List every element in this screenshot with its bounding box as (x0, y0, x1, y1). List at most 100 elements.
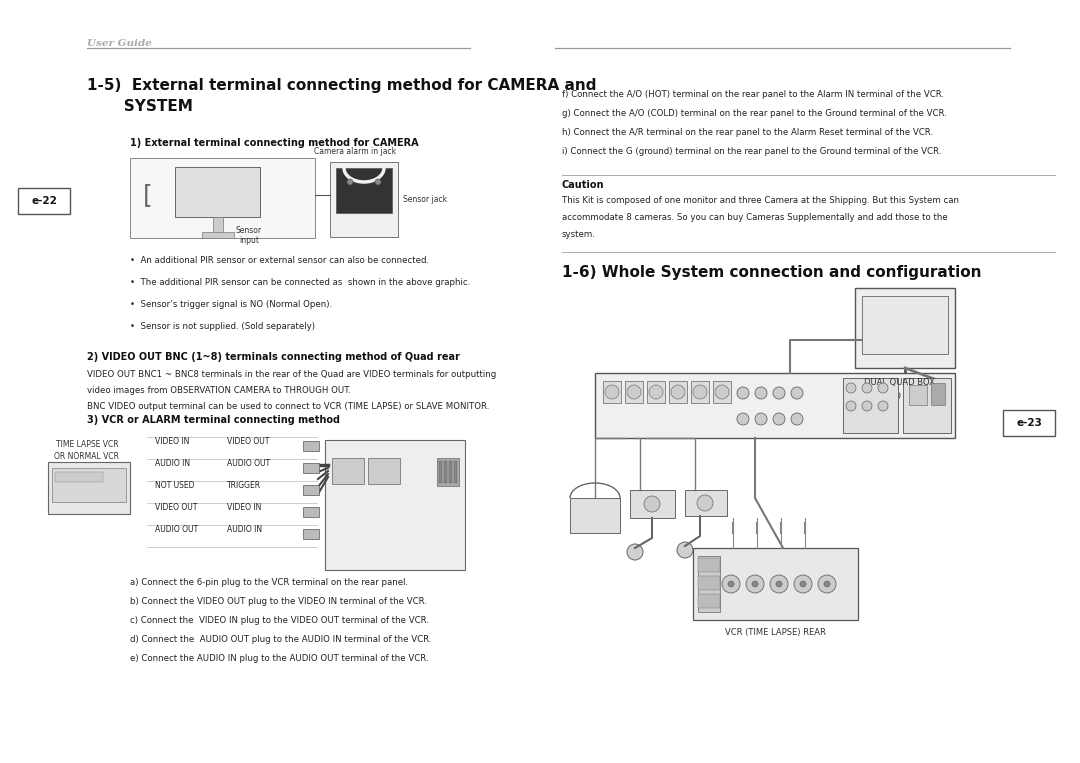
Bar (437, 458, 459, 486)
Bar (18, 188, 70, 214)
Circle shape (677, 542, 693, 558)
Circle shape (410, 461, 430, 481)
Bar (175, 167, 260, 217)
Circle shape (723, 575, 740, 593)
Text: accommodate 8 cameras. So you can buy Cameras Supplementally and add those to th: accommodate 8 cameras. So you can buy Ca… (562, 213, 948, 222)
Text: h) Connect the A/R terminal on the rear panel to the Alarm Reset terminal of the: h) Connect the A/R terminal on the rear … (562, 128, 933, 137)
Circle shape (649, 385, 663, 399)
Bar (325, 440, 465, 570)
Circle shape (211, 185, 225, 199)
Bar (909, 385, 927, 405)
Bar (48, 462, 130, 514)
Text: VIDEO OUT: VIDEO OUT (156, 503, 198, 512)
Circle shape (862, 383, 872, 393)
Bar (52, 468, 126, 502)
Bar (438, 461, 442, 483)
Text: •  The additional PIR sensor can be connected as  shown in the above graphic.: • The additional PIR sensor can be conne… (130, 278, 470, 287)
Bar (202, 232, 234, 238)
Bar (595, 373, 955, 438)
Bar (903, 378, 951, 433)
Text: BNC VIDEO output terminal can be used to connect to VCR (TIME LAPSE) or SLAVE MO: BNC VIDEO output terminal can be used to… (87, 402, 489, 411)
Bar (444, 461, 447, 483)
Text: TRIGGER: TRIGGER (227, 481, 261, 490)
Text: •  Sensor’s trigger signal is NO (Normal Open).: • Sensor’s trigger signal is NO (Normal … (130, 300, 333, 309)
Text: AUDIO OUT: AUDIO OUT (227, 459, 270, 468)
Text: AUDIO OUT: AUDIO OUT (156, 525, 198, 534)
Bar (303, 463, 319, 473)
Bar (685, 490, 727, 516)
Circle shape (878, 383, 888, 393)
Bar (213, 217, 222, 235)
Bar (698, 576, 720, 590)
Circle shape (770, 575, 788, 593)
Circle shape (627, 544, 643, 560)
Bar (303, 507, 319, 517)
Circle shape (644, 496, 660, 512)
Circle shape (627, 385, 642, 399)
Bar (336, 168, 392, 213)
Circle shape (605, 385, 619, 399)
Circle shape (878, 401, 888, 411)
Circle shape (862, 401, 872, 411)
Text: 1-5)  External terminal connecting method for CAMERA and: 1-5) External terminal connecting method… (87, 78, 596, 93)
Circle shape (697, 495, 713, 511)
Text: •  An additional PIR sensor or external sensor can also be connected.: • An additional PIR sensor or external s… (130, 256, 429, 265)
Text: VIDEO IN: VIDEO IN (156, 437, 189, 446)
Text: i) Connect the G (ground) terminal on the rear panel to the Ground terminal of t: i) Connect the G (ground) terminal on th… (562, 147, 942, 156)
Text: NOT USED: NOT USED (156, 481, 194, 490)
Circle shape (818, 575, 836, 593)
Circle shape (715, 385, 729, 399)
Bar (713, 381, 731, 403)
Text: TIME LAPSE VCR
OR NORMAL VCR: TIME LAPSE VCR OR NORMAL VCR (54, 440, 120, 461)
Circle shape (794, 575, 812, 593)
Text: 1-6) Whole System connection and configuration: 1-6) Whole System connection and configu… (562, 265, 982, 280)
Text: 2) VIDEO OUT BNC (1~8) terminals connecting method of Quad rear: 2) VIDEO OUT BNC (1~8) terminals connect… (87, 352, 460, 362)
Text: VCR (TIME LAPSE) REAR: VCR (TIME LAPSE) REAR (725, 628, 826, 637)
Circle shape (693, 385, 707, 399)
Text: Camera alarm in jack: Camera alarm in jack (314, 147, 396, 156)
Text: VIDEO OUT: VIDEO OUT (227, 437, 269, 446)
Circle shape (755, 387, 767, 399)
Text: Caution: Caution (562, 180, 605, 190)
Circle shape (347, 179, 353, 185)
Text: AUDIO IN: AUDIO IN (227, 525, 262, 534)
Bar (130, 158, 315, 238)
Circle shape (846, 401, 856, 411)
Bar (603, 381, 621, 403)
Bar (698, 594, 720, 608)
Circle shape (755, 413, 767, 425)
Text: DUAL QUAD BOX: DUAL QUAD BOX (864, 378, 935, 387)
Bar (693, 548, 858, 620)
Circle shape (204, 178, 232, 206)
Circle shape (671, 385, 685, 399)
Text: c) Connect the  VIDEO IN plug to the VIDEO OUT terminal of the VCR.: c) Connect the VIDEO IN plug to the VIDE… (130, 616, 429, 625)
Circle shape (791, 387, 804, 399)
Circle shape (773, 387, 785, 399)
Circle shape (824, 581, 831, 587)
Bar (55, 472, 103, 482)
Circle shape (800, 581, 806, 587)
Bar (332, 458, 364, 484)
Bar (647, 381, 665, 403)
Text: VIDEO OUT BNC1 ~ BNC8 terminals in the rear of the Quad are VIDEO terminals for : VIDEO OUT BNC1 ~ BNC8 terminals in the r… (87, 370, 496, 379)
Bar (691, 381, 708, 403)
Text: g) Connect the A/O (COLD) terminal on the rear panel to the Ground terminal of t: g) Connect the A/O (COLD) terminal on th… (562, 109, 947, 118)
Circle shape (728, 581, 734, 587)
Circle shape (752, 581, 758, 587)
Bar (625, 381, 643, 403)
Circle shape (746, 575, 764, 593)
Text: 1) External terminal connecting method for CAMERA: 1) External terminal connecting method f… (130, 138, 419, 148)
Circle shape (846, 383, 856, 393)
Bar (855, 288, 955, 368)
Bar (698, 558, 720, 572)
Text: AUDIO IN: AUDIO IN (156, 459, 190, 468)
Text: d) Connect the  AUDIO OUT plug to the AUDIO IN terminal of the VCR.: d) Connect the AUDIO OUT plug to the AUD… (130, 635, 432, 644)
Circle shape (375, 179, 381, 185)
Bar (303, 485, 319, 495)
Bar (330, 162, 399, 237)
Text: b) Connect the VIDEO OUT plug to the VIDEO IN terminal of the VCR.: b) Connect the VIDEO OUT plug to the VID… (130, 597, 427, 606)
Text: VIDEO IN: VIDEO IN (227, 503, 261, 512)
Circle shape (416, 467, 424, 475)
Circle shape (773, 413, 785, 425)
Text: [: [ (143, 183, 152, 207)
